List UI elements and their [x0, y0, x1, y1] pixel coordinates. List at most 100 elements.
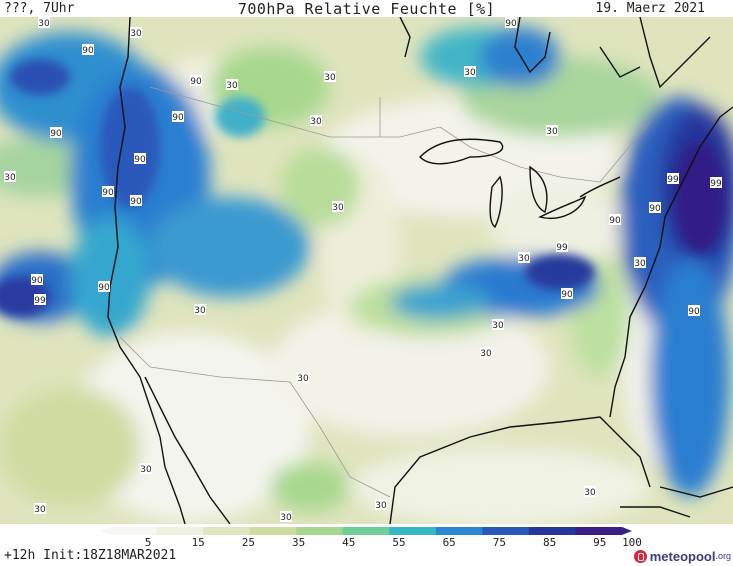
colorbar-swatch	[110, 527, 158, 535]
colorbar-swatch	[528, 527, 576, 535]
svg-text:30: 30	[280, 513, 292, 523]
contour-label: 30	[464, 66, 476, 78]
contour-label: 30	[492, 319, 504, 331]
contour-label: 30	[38, 17, 50, 29]
contour-label: 30	[297, 372, 309, 384]
contour-label: 90	[31, 274, 43, 286]
colorbar-swatch	[435, 527, 483, 535]
colorbar-swatch	[389, 527, 437, 535]
svg-text:90: 90	[98, 283, 110, 293]
colorbar-tick-label: 15	[192, 536, 205, 546]
svg-text:99: 99	[34, 296, 46, 306]
colorbar-tick-label: 55	[392, 536, 405, 546]
svg-text:30: 30	[464, 68, 476, 78]
colorbar-tick-label: 75	[493, 536, 506, 546]
colorbar-tick-label: 85	[543, 536, 556, 546]
svg-text:30: 30	[332, 203, 344, 213]
contour-label: 30	[375, 499, 387, 511]
contour-label: 30	[324, 71, 336, 83]
colorbar-swatch	[342, 527, 390, 535]
contour-label: 90	[98, 281, 110, 293]
colorbar-swatch	[156, 527, 204, 535]
svg-text:30: 30	[492, 321, 504, 331]
svg-text:30: 30	[34, 505, 46, 515]
contour-label: 90	[190, 75, 202, 87]
colorbar-tick-label: 25	[242, 536, 255, 546]
contour-label: 30	[518, 252, 530, 264]
colorbar-tick-label: 95	[593, 536, 606, 546]
svg-text:30: 30	[297, 374, 309, 384]
contour-label: 90	[561, 288, 573, 300]
contour-label: 99	[556, 241, 568, 253]
logo-icon	[633, 549, 647, 563]
contour-label: 99	[667, 173, 679, 185]
svg-text:30: 30	[4, 173, 16, 183]
colorbar-tick-label: 100	[622, 536, 642, 546]
contour-label: 30	[226, 79, 238, 91]
contour-label: 30	[130, 27, 142, 39]
colorbar-tick-label: 45	[342, 536, 355, 546]
footer: 5 15 25 35 45 55 65 75 85 95 100 +12h Init:18Z18MA…	[0, 524, 733, 566]
contour-label: 90	[82, 44, 94, 56]
svg-text:90: 90	[505, 19, 517, 29]
svg-text:90: 90	[134, 155, 146, 165]
svg-text:90: 90	[130, 197, 142, 207]
svg-text:90: 90	[102, 188, 114, 198]
contour-label: 30	[634, 257, 646, 269]
svg-text:90: 90	[561, 290, 573, 300]
colorbar-max-arrow	[622, 527, 632, 535]
colorbar-swatch	[203, 527, 251, 535]
valid-date: 19. Maerz 2021	[595, 1, 705, 16]
svg-text:30: 30	[194, 306, 206, 316]
country-borders	[119, 86, 651, 498]
brand-tld: .org	[715, 551, 731, 561]
contour-label: 99	[34, 294, 46, 306]
svg-text:30: 30	[324, 73, 336, 83]
humidity-map: 90 90 90 90 90 90 90 90 90 90 90 90 90 90 99 99 99 99 30 30…	[0, 17, 733, 524]
colorbar-swatch	[482, 527, 530, 535]
contour-label: 90	[688, 305, 700, 317]
contour-label: 30	[34, 503, 46, 515]
contour-label: 30	[310, 115, 322, 127]
contour-label: 90	[130, 195, 142, 207]
contour-label: 30	[280, 511, 292, 523]
svg-text:30: 30	[226, 81, 238, 91]
svg-text:30: 30	[634, 259, 646, 269]
colorbar-swatch	[296, 527, 344, 535]
svg-text:30: 30	[38, 19, 50, 29]
contour-label: 90	[609, 214, 621, 226]
svg-text:90: 90	[649, 204, 661, 214]
contour-label: 30	[480, 347, 492, 359]
colorbar-min-arrow	[100, 527, 110, 535]
run-info: +12h Init:18Z18MAR2021	[4, 548, 177, 563]
colorbar: 5 15 25 35 45 55 65 75 85 95 100	[100, 527, 642, 546]
svg-text:99: 99	[556, 243, 568, 253]
svg-text:90: 90	[82, 46, 94, 56]
contour-label: 30	[584, 486, 596, 498]
contour-label: 90	[505, 17, 517, 29]
header-bar: ???, 7Uhr 700hPa Relative Feuchte [%] 19…	[0, 0, 733, 18]
svg-text:30: 30	[480, 349, 492, 359]
svg-text:30: 30	[140, 465, 152, 475]
svg-text:30: 30	[584, 488, 596, 498]
humidity-field	[0, 17, 733, 524]
brand-logo[interactable]: meteopool .org	[633, 548, 731, 564]
colorbar-swatch	[575, 527, 623, 535]
colorbar-tick-label: 65	[443, 536, 456, 546]
colorbar-tick-label: 35	[292, 536, 305, 546]
svg-text:99: 99	[710, 179, 722, 189]
svg-text:99: 99	[667, 175, 679, 185]
svg-text:30: 30	[310, 117, 322, 127]
svg-text:90: 90	[190, 77, 202, 87]
contour-label: 90	[102, 186, 114, 198]
contour-label: 30	[4, 171, 16, 183]
svg-text:90: 90	[172, 113, 184, 123]
contour-label: 90	[172, 111, 184, 123]
svg-text:30: 30	[130, 29, 142, 39]
contour-label: 30	[194, 304, 206, 316]
svg-text:90: 90	[609, 216, 621, 226]
contour-label: 90	[134, 153, 146, 165]
colorbar-tick-label: 5	[145, 536, 152, 546]
coastlines	[107, 17, 733, 524]
contour-label: 90	[649, 202, 661, 214]
